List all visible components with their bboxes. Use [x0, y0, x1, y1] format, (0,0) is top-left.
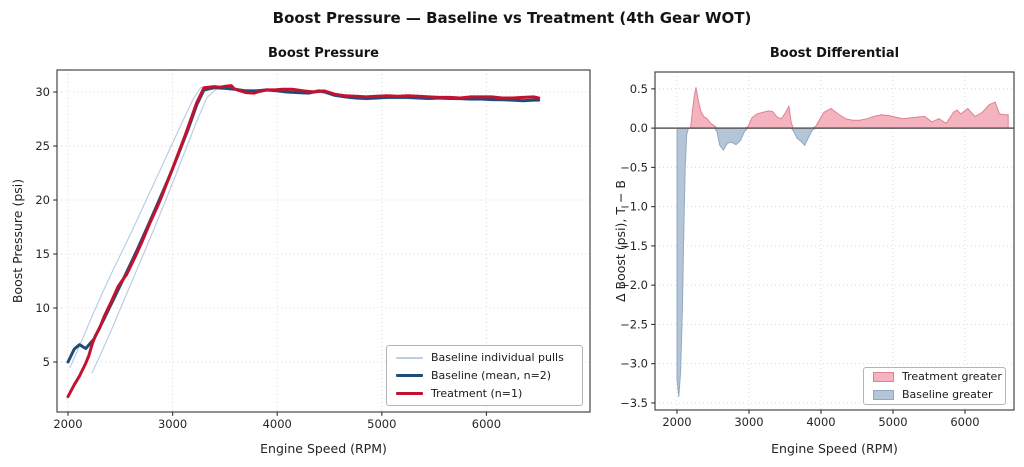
- y-tick-label: −0.5: [620, 160, 648, 174]
- legend-patch-swatch: [873, 390, 894, 400]
- x-tick-label: 6000: [950, 415, 979, 429]
- y-tick-label: 15: [35, 247, 50, 261]
- x-tick-label: 3000: [734, 415, 763, 429]
- legend-patch-swatch: [873, 372, 894, 382]
- legend-line-swatch: [396, 392, 423, 395]
- y-tick-label: −1.0: [620, 200, 648, 214]
- y-tick-label: 0.0: [630, 121, 648, 135]
- figure-title: Boost Pressure — Baseline vs Treatment (…: [272, 9, 752, 27]
- y-tick-label: 20: [35, 193, 50, 207]
- boost-differential-chart: 2000 3000 4000 5000 6000 0.5 0.0 −0.5 −1.0 −1.5 −2…: [620, 71, 1015, 429]
- boost-differential-legend: Treatment greater Baseline greater: [863, 367, 1006, 405]
- boost-pressure-ylabel: Boost Pressure (psi): [10, 178, 25, 304]
- x-tick-label: 5000: [367, 417, 396, 431]
- baseline-mean-line: [66, 86, 541, 364]
- boost-pressure-title: Boost Pressure: [268, 46, 379, 61]
- treatment-greater-area: [677, 87, 1009, 129]
- x-tick-label: 5000: [878, 415, 907, 429]
- legend-label: Baseline individual pulls: [431, 350, 564, 364]
- x-tick-label: 3000: [158, 417, 187, 431]
- boost-pressure-legend: Baseline individual pulls Baseline (mean,…: [386, 345, 583, 406]
- legend-entry: Treatment (n=1): [396, 387, 573, 401]
- boost-pressure-chart: 2000 3000 4000 5000 6000 5 10 15 20 25 30: [35, 69, 591, 431]
- x-tick-label: 4000: [806, 415, 835, 429]
- y-tick-label: 30: [35, 85, 50, 99]
- y-tick-label: −1.5: [620, 239, 648, 253]
- y-tick-label: −2.5: [620, 317, 648, 331]
- baseline-pull-1-line: [69, 86, 540, 368]
- boost-differential-ylabel: Δ Boost (psi), T − B: [613, 179, 628, 303]
- boost-differential-xlabel: Engine Speed (RPM): [771, 441, 898, 456]
- boost-differential-title: Boost Differential: [769, 46, 900, 61]
- baseline-greater-area: [676, 127, 1009, 397]
- legend-entry: Baseline individual pulls: [396, 351, 573, 365]
- legend-label: Baseline greater: [902, 388, 993, 401]
- legend-label: Baseline (mean, n=2): [431, 368, 552, 382]
- y-tick-label: 5: [43, 355, 50, 369]
- legend-label: Treatment greater: [902, 370, 1002, 383]
- legend-line-swatch: [396, 356, 423, 359]
- y-tick-label: 25: [35, 139, 50, 153]
- x-tick-label: 2000: [53, 417, 82, 431]
- x-tick-label: 2000: [662, 415, 691, 429]
- y-tick-label: −3.0: [620, 357, 648, 371]
- legend-entry: Baseline (mean, n=2): [396, 369, 573, 383]
- legend-line-swatch: [396, 374, 423, 377]
- x-tick-label: 6000: [472, 417, 501, 431]
- treatment-line: [66, 84, 541, 399]
- y-tick-label: −3.5: [620, 396, 648, 410]
- y-tick-label: 0.5: [630, 82, 648, 96]
- boost-pressure-xlabel: Engine Speed (RPM): [260, 441, 387, 456]
- baseline-pull-2-line: [91, 88, 540, 374]
- legend-entry: Baseline greater: [873, 388, 996, 402]
- x-tick-label: 4000: [263, 417, 292, 431]
- legend-label: Treatment (n=1): [431, 386, 523, 400]
- y-tick-label: 10: [35, 301, 50, 315]
- y-tick-label: −2.0: [620, 278, 648, 292]
- legend-entry: Treatment greater: [873, 370, 1002, 384]
- axes-frame: [654, 71, 1015, 411]
- axes-frame: [56, 69, 591, 413]
